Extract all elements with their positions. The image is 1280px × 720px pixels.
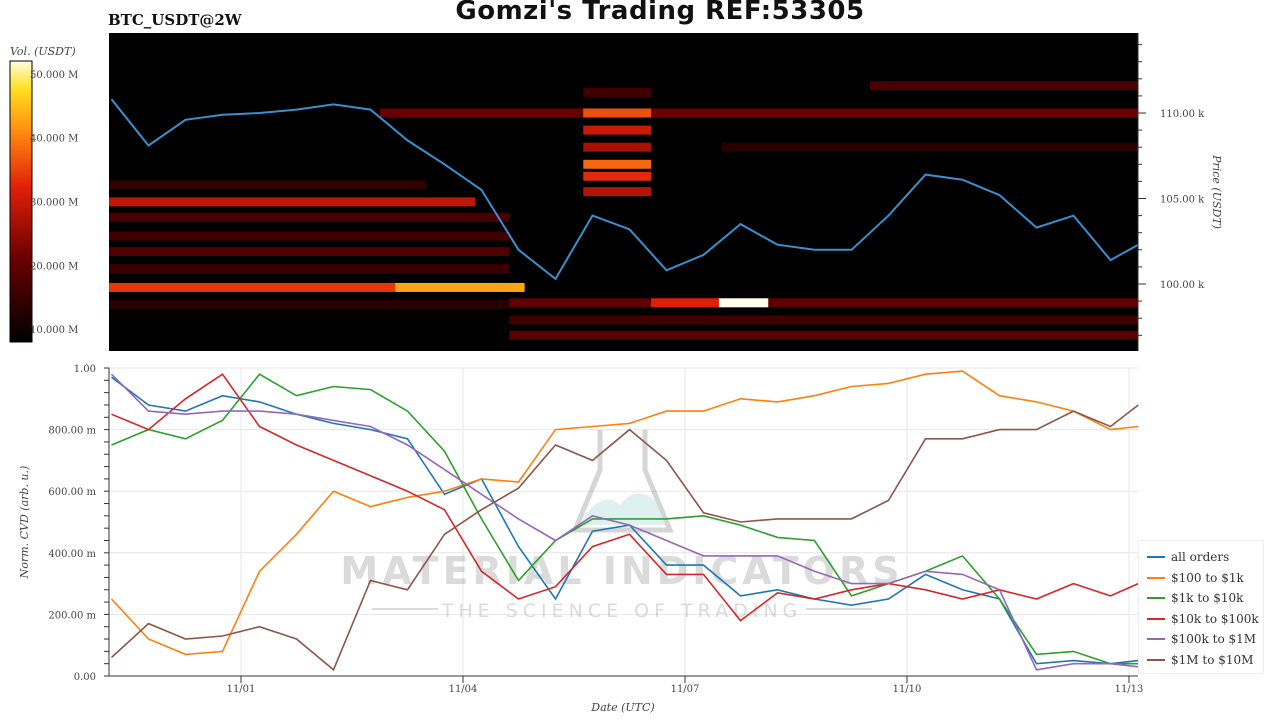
chart-title: Gomzi's Trading REF:53305	[455, 0, 865, 26]
colorbar-tick: 20.000 M	[30, 261, 78, 272]
heatmap-band	[870, 81, 1138, 91]
svg-text:THE SCIENCE OF TRADING: THE SCIENCE OF TRADING	[441, 600, 803, 622]
colorbar-gradient	[9, 60, 33, 343]
colorbar-label: Vol. (USDT)	[10, 45, 76, 58]
heatmap-band	[583, 108, 652, 118]
cvd-tick-label: 600.00 m	[48, 487, 96, 498]
series-line-3	[111, 373, 1139, 622]
heatmap-band	[718, 298, 769, 308]
legend-swatch	[1147, 556, 1165, 559]
heatmap-band	[109, 264, 510, 274]
series-line-1	[110, 370, 1139, 656]
heatmap-band	[509, 315, 1138, 325]
legend-swatch	[1147, 576, 1165, 579]
x-tick-label: 11/10	[893, 684, 922, 695]
legend-label: $1k to $10k	[1171, 591, 1244, 606]
heatmap-band	[509, 298, 1138, 308]
x-axis-label: Date (UTC)	[590, 701, 654, 714]
colorbar-tick: 40.000 M	[30, 134, 78, 145]
colorbar-tick: 30.000 M	[30, 198, 78, 209]
legend-item[interactable]: $100 to $1k	[1139, 568, 1263, 589]
series-line-4	[110, 373, 1139, 671]
cvd-tick-label: 0.00	[74, 672, 96, 683]
colorbar: Vol. (USDT) 50.000 M 40.000 M 30.000 M 20.0…	[9, 45, 78, 343]
heatmap-band	[583, 187, 652, 197]
legend: all orders $100 to $1k $1k to $10k $10k to …	[1138, 540, 1264, 674]
pair-label: BTC_USDT@2W	[108, 11, 242, 29]
heatmap-band	[109, 231, 510, 241]
price-tick-label: 105.00 k	[1160, 195, 1205, 206]
x-tick-label: 11/01	[227, 684, 256, 695]
cvd-tick-label: 400.00 m	[48, 549, 96, 560]
cvd-tick-label: 1.00	[74, 364, 96, 375]
x-tick-label: 11/07	[671, 684, 700, 695]
heatmap-band	[109, 180, 426, 190]
heatmap-band	[395, 282, 525, 292]
watermark-logo: MATERIAL INDICATORS THE SCIENCE OF TRADI…	[340, 430, 903, 622]
legend-swatch	[1147, 617, 1165, 620]
legend-label: $10k to $100k	[1171, 611, 1259, 626]
heatmap-band	[583, 87, 652, 97]
legend-label: $100 to $1k	[1171, 570, 1244, 585]
colorbar-tick: 50.000 M	[30, 70, 78, 81]
heatmap-band	[109, 212, 510, 222]
legend-swatch	[1147, 638, 1165, 641]
legend-item[interactable]: $1M to $10M	[1139, 650, 1263, 671]
heatmap-band	[109, 247, 510, 257]
legend-item[interactable]: $10k to $100k	[1139, 609, 1263, 630]
legend-label: all orders	[1171, 550, 1230, 565]
series-line-2	[111, 373, 1139, 665]
heatmap-band	[109, 197, 476, 207]
x-tick-label: 11/04	[449, 684, 478, 695]
colorbar-tick: 10.000 M	[30, 325, 78, 336]
heatmap-band	[583, 142, 652, 152]
heatmap-band	[583, 171, 652, 181]
heatmap-band	[509, 330, 1138, 340]
heatmap-band	[379, 108, 1138, 118]
x-tick-label: 11/13	[1115, 684, 1144, 695]
price-tick-label: 100.00 k	[1160, 280, 1205, 291]
cvd-tick-label: 200.00 m	[48, 610, 96, 621]
heatmap-band	[583, 125, 652, 135]
legend-item[interactable]: all orders	[1139, 547, 1263, 568]
heatmap-band	[583, 159, 652, 169]
heatmap-band	[722, 142, 1138, 152]
series-line-5	[110, 404, 1139, 672]
legend-label: $1M to $10M	[1171, 652, 1254, 667]
cvd-tick-label: 800.00 m	[48, 426, 96, 437]
legend-swatch	[1147, 658, 1165, 661]
legend-swatch	[1147, 597, 1165, 600]
price-axis-label: Price (USDT)	[1210, 154, 1223, 229]
heatmap-band	[651, 298, 719, 308]
price-tick-label: 110.00 k	[1160, 109, 1205, 120]
heatmap-band	[109, 282, 396, 292]
legend-item[interactable]: $1k to $10k	[1139, 588, 1263, 609]
legend-label: $100k to $1M	[1171, 632, 1257, 647]
legend-item[interactable]: $100k to $1M	[1139, 629, 1263, 650]
price-line	[110, 98, 1139, 281]
svg-text:MATERIAL INDICATORS: MATERIAL INDICATORS	[340, 549, 903, 593]
cvd-axis-label: Norm. CVD (arb. u.)	[18, 466, 31, 580]
heatmap-band	[109, 300, 510, 310]
